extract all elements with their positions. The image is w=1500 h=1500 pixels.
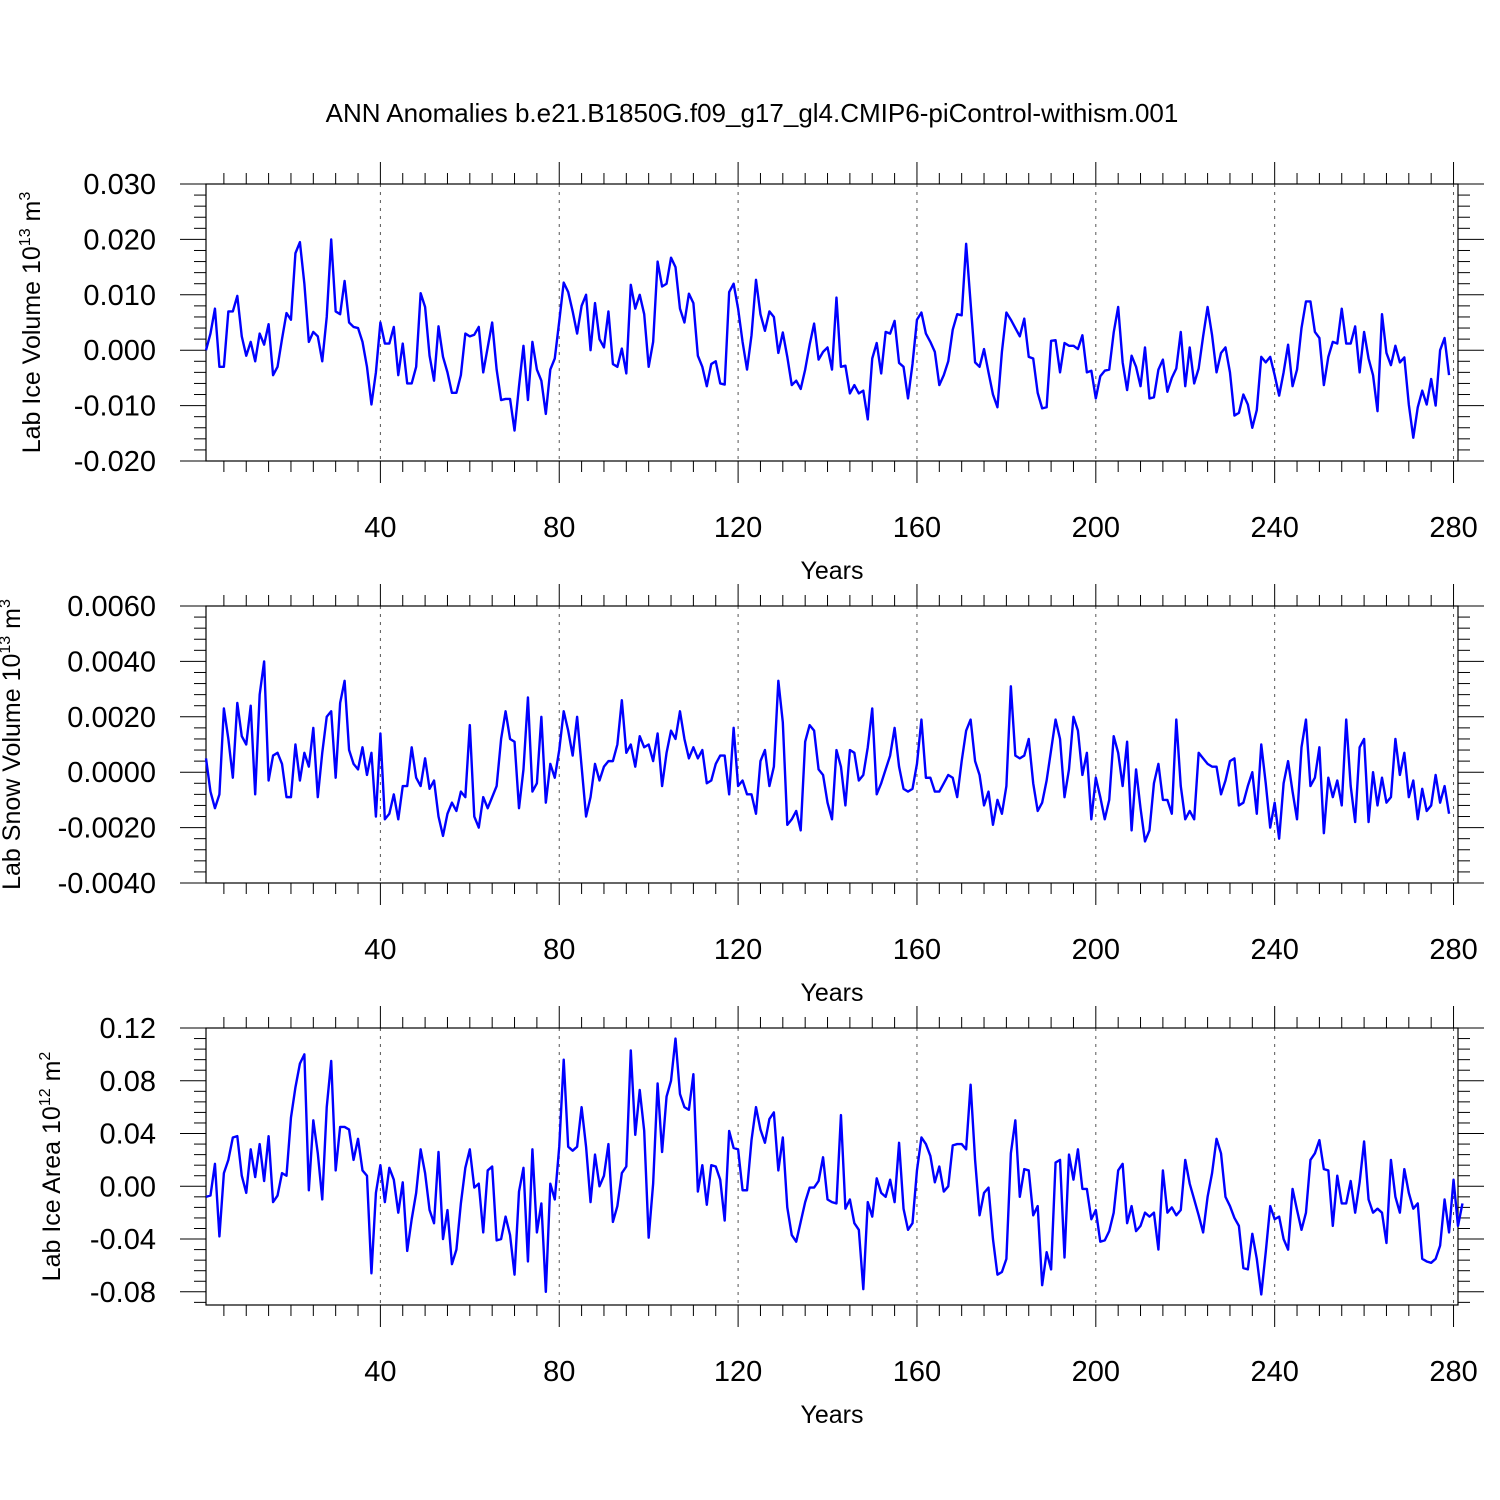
y-axis-label: Lab Ice Area 1012 m2 [37, 1052, 66, 1282]
x-tick-label: 280 [1429, 934, 1477, 966]
y-axis-label-part: Lab Ice Area 10 [38, 1106, 66, 1281]
x-tick-label: 80 [543, 934, 575, 966]
y-tick-label: 0.010 [83, 280, 156, 312]
x-tick-label: 40 [364, 512, 396, 544]
y-tick-label: 0.0000 [67, 757, 156, 789]
panel-2: -0.0040 -0.0020 0.0000 0.0020 0.0040 0.0060 40… [0, 584, 1484, 1007]
panel-1: -0.020 -0.010 0.000 0.010 0.020 0.030 40 80 120 1… [17, 162, 1484, 585]
figure-title: ANN Anomalies b.e21.B1850G.f09_g17_gl4.C… [326, 98, 1179, 128]
y-tick-label: 0.000 [83, 335, 156, 367]
plot-frame [205, 183, 1459, 462]
y-tick-label: 0.020 [83, 224, 156, 256]
y-tick-label: 0.08 [100, 1066, 156, 1098]
panel-3: -0.08 -0.04 0.00 0.04 0.08 0.12 40 80 120 160 200 2… [37, 1006, 1484, 1429]
y-tick-label: -0.010 [74, 391, 156, 423]
y-axis-label-part: 13 [0, 636, 14, 654]
x-tick-label: 160 [893, 1356, 941, 1388]
x-tick-label: 40 [364, 1356, 396, 1388]
plot-frame [205, 1027, 1459, 1306]
x-tick-label: 120 [714, 934, 762, 966]
panels: -0.020 -0.010 0.000 0.010 0.020 0.030 40 80 120 1… [0, 162, 1484, 1429]
y-tick-label: 0.04 [100, 1119, 156, 1151]
x-tick-label: 240 [1250, 1356, 1298, 1388]
x-tick-label: 200 [1072, 1356, 1120, 1388]
x-tick-label: 240 [1250, 512, 1298, 544]
y-axis-label-part: m [0, 608, 26, 636]
y-tick-label: 0.12 [100, 1013, 156, 1045]
y-tick-label: -0.0040 [58, 868, 156, 900]
y-tick-label: 0.0040 [67, 646, 156, 678]
series-line [205, 1037, 1464, 1296]
series-line [204, 238, 1451, 439]
x-tick-label: 240 [1250, 934, 1298, 966]
x-axis-label: Years [800, 557, 863, 585]
y-axis-label-part: 12 [37, 1088, 54, 1106]
y-axis-label-part: m [38, 1061, 66, 1089]
x-axis-label: Years [800, 979, 863, 1007]
y-axis-label-part: m [18, 201, 46, 229]
x-tick-label: 80 [543, 1356, 575, 1388]
y-axis-label-part: 3 [17, 192, 34, 201]
x-tick-label: 80 [543, 512, 575, 544]
y-axis-label-part: 13 [17, 228, 34, 246]
x-tick-label: 160 [893, 934, 941, 966]
x-axis-label: Years [800, 1401, 863, 1429]
y-tick-label: 0.0060 [67, 591, 156, 623]
y-tick-label: -0.04 [90, 1224, 156, 1256]
series-line [204, 660, 1451, 843]
y-tick-label: 0.0020 [67, 702, 156, 734]
y-tick-label: 0.030 [83, 169, 156, 201]
y-tick-label: -0.020 [74, 446, 156, 478]
x-tick-label: 200 [1072, 934, 1120, 966]
x-tick-label: 280 [1429, 1356, 1477, 1388]
y-tick-label: -0.08 [90, 1277, 156, 1309]
x-tick-label: 200 [1072, 512, 1120, 544]
y-axis-label-part: Lab Ice Volume 10 [18, 246, 46, 453]
x-tick-label: 120 [714, 512, 762, 544]
y-axis-label-part: Lab Snow Volume 10 [0, 654, 26, 890]
y-axis-label-part: 3 [0, 599, 14, 608]
y-axis-label-part: 2 [37, 1052, 54, 1061]
x-tick-label: 280 [1429, 512, 1477, 544]
y-tick-label: 0.00 [100, 1171, 156, 1203]
x-tick-label: 120 [714, 1356, 762, 1388]
y-axis-label: Lab Ice Volume 1013 m3 [17, 192, 46, 454]
x-tick-label: 160 [893, 512, 941, 544]
y-tick-label: -0.0020 [58, 813, 156, 845]
x-tick-label: 40 [364, 934, 396, 966]
y-axis-label: Lab Snow Volume 1013 m3 [0, 599, 26, 890]
plot-frame [205, 605, 1459, 884]
